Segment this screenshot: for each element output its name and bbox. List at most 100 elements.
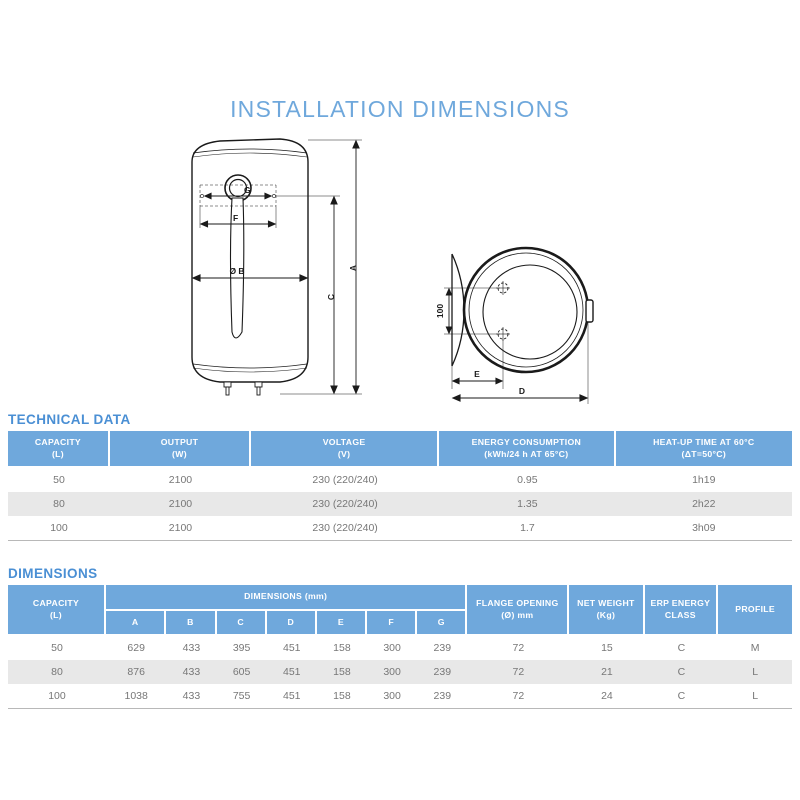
dimensions-table: CAPACITY (L) DIMENSIONS (mm) FLANGE OPEN…	[8, 585, 792, 710]
th-heatup-line2: (ΔT=50°C)	[681, 448, 727, 459]
table-row: 80 2100 230 (220/240) 1.35 2h22	[8, 492, 792, 517]
cell-weight: 21	[569, 660, 645, 685]
cell-heatup: 1h19	[615, 468, 792, 493]
cell-b: 433	[166, 636, 217, 661]
th-voltage: VOLTAGE (V)	[251, 431, 440, 469]
cell-f: 300	[367, 636, 418, 661]
cell-energy: 1.7	[439, 516, 616, 542]
cell-capacity: 100	[8, 516, 110, 542]
cell-a: 629	[105, 636, 167, 661]
dimensions-header-row-1: CAPACITY (L) DIMENSIONS (mm) FLANGE OPEN…	[8, 585, 792, 637]
svg-text:G: G	[244, 185, 251, 195]
cell-output: 2100	[109, 492, 252, 517]
th-erp-line2: CLASS	[664, 609, 696, 620]
svg-text:Ø B: Ø B	[229, 266, 244, 276]
cell-g: 239	[417, 660, 468, 685]
th-dim-b: B	[166, 610, 217, 637]
table-row: 100 1038 433 755 451 158 300 239 72 24 C…	[8, 684, 792, 710]
th-voltage-line1: VOLTAGE	[322, 437, 366, 447]
table-row: 50 2100 230 (220/240) 0.95 1h19	[8, 468, 792, 493]
th-dim-c: C	[216, 610, 267, 637]
th-capacity-line2: (L)	[49, 609, 62, 620]
water-heater-front-view: G F Ø B A C	[180, 132, 400, 412]
th-heatup-time: HEAT-UP TIME AT 60°C (ΔT=50°C)	[615, 431, 792, 469]
cell-capacity: 80	[8, 660, 106, 685]
cell-erp: C	[644, 636, 719, 661]
table-row: 50 629 433 395 451 158 300 239 72 15 C M	[8, 636, 792, 661]
svg-text:D: D	[519, 386, 525, 396]
svg-text:C: C	[326, 294, 336, 300]
cell-b: 433	[166, 684, 217, 710]
cell-b: 433	[166, 660, 217, 685]
th-flange-line1: FLANGE OPENING	[476, 598, 559, 608]
cell-flange: 72	[467, 684, 570, 710]
th-voltage-line2: (V)	[337, 448, 351, 459]
cell-c: 605	[216, 660, 267, 685]
cell-d: 451	[266, 684, 317, 710]
th-capacity: CAPACITY (L)	[8, 431, 110, 469]
th-output: OUTPUT (W)	[109, 431, 252, 469]
th-dim-a: A	[105, 610, 167, 637]
th-heatup-line1: HEAT-UP TIME AT 60°C	[653, 437, 755, 447]
cell-a: 876	[105, 660, 167, 685]
page-title: INSTALLATION DIMENSIONS	[230, 96, 570, 122]
th-flange-line2: (Ø) mm	[501, 609, 534, 620]
dimensions-header-row-2: A B C D E F G	[8, 610, 792, 637]
th-output-line2: (W)	[172, 448, 187, 459]
th-weight-line1: NET WEIGHT	[577, 598, 635, 608]
table-row: 100 2100 230 (220/240) 1.7 3h09	[8, 516, 792, 542]
cell-voltage: 230 (220/240)	[251, 468, 440, 493]
water-heater-top-view: 100 E D	[430, 224, 630, 414]
technical-data-table: CAPACITY (L) OUTPUT (W) VOLTAGE (V) ENER…	[8, 431, 792, 542]
cell-capacity: 50	[8, 468, 110, 493]
th-capacity-line1: CAPACITY	[34, 437, 82, 447]
cell-e: 158	[316, 684, 368, 710]
cell-energy: 1.35	[439, 492, 616, 517]
cell-weight: 15	[569, 636, 645, 661]
cell-d: 451	[266, 636, 317, 661]
th-dim-d: D	[266, 610, 317, 637]
svg-text:E: E	[474, 369, 480, 379]
th-capacity-line1: CAPACITY	[32, 598, 80, 608]
installation-drawings: G F Ø B A C	[0, 132, 800, 412]
cell-heatup: 2h22	[615, 492, 792, 517]
cell-voltage: 230 (220/240)	[251, 492, 440, 517]
th-output-line1: OUTPUT	[160, 437, 199, 447]
table-row: 80 876 433 605 451 158 300 239 72 21 C L	[8, 660, 792, 685]
th-erp-energy-class: ERP ENERGY CLASS	[644, 585, 719, 637]
cell-c: 395	[216, 636, 267, 661]
cell-e: 158	[316, 660, 368, 685]
th-dim-f: F	[367, 610, 418, 637]
technical-data-heading: TECHNICAL DATA	[8, 412, 131, 427]
th-net-weight: NET WEIGHT (Kg)	[569, 585, 645, 637]
th-dimensions-group: DIMENSIONS (mm)	[105, 585, 468, 611]
cell-voltage: 230 (220/240)	[251, 516, 440, 542]
th-energy-line2: (kWh/24 h AT 65°C)	[484, 448, 569, 459]
cell-output: 2100	[109, 468, 252, 493]
th-dim-e: E	[316, 610, 368, 637]
cell-energy: 0.95	[439, 468, 616, 493]
dimensions-heading: DIMENSIONS	[8, 566, 98, 581]
cell-f: 300	[367, 660, 418, 685]
svg-text:A: A	[348, 265, 358, 271]
th-energy-line1: ENERGY CONSUMPTION	[471, 437, 582, 447]
cell-erp: C	[644, 684, 719, 710]
technical-data-section: TECHNICAL DATA CAPACITY (L) OUTPUT (W) V…	[0, 412, 800, 542]
technical-data-header-row: CAPACITY (L) OUTPUT (W) VOLTAGE (V) ENER…	[8, 431, 792, 469]
th-weight-line2: (Kg)	[596, 609, 616, 620]
cell-profile: L	[718, 660, 792, 685]
cell-capacity: 80	[8, 492, 110, 517]
cell-flange: 72	[467, 636, 570, 661]
th-erp-line1: ERP ENERGY	[650, 598, 711, 608]
th-energy-consumption: ENERGY CONSUMPTION (kWh/24 h AT 65°C)	[439, 431, 616, 469]
cell-c: 755	[216, 684, 267, 710]
th-dim-g: G	[417, 610, 468, 637]
th-profile: PROFILE	[718, 585, 792, 637]
cell-g: 239	[417, 636, 468, 661]
th-capacity-line2: (L)	[51, 448, 64, 459]
svg-text:100: 100	[435, 304, 445, 318]
cell-f: 300	[367, 684, 418, 710]
cell-profile: L	[718, 684, 792, 710]
cell-capacity: 100	[8, 684, 106, 710]
cell-e: 158	[316, 636, 368, 661]
